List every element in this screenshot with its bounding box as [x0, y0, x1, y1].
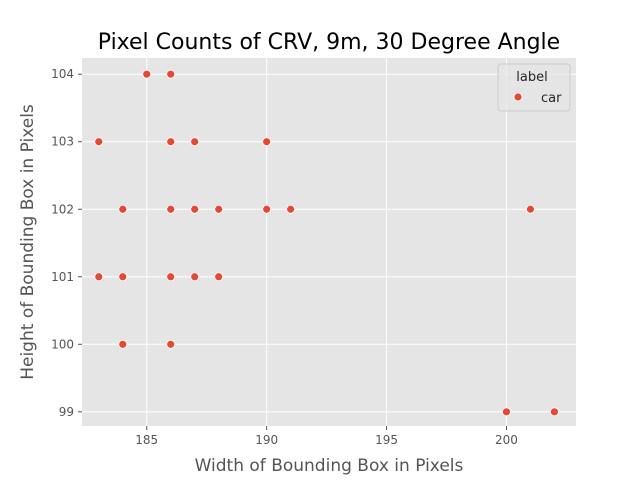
chart-title: Pixel Counts of CRV, 9m, 30 Degree Angle: [98, 30, 560, 55]
data-point: [118, 339, 128, 349]
plot-area: [82, 58, 576, 426]
y-tick-label: 99: [59, 405, 74, 419]
data-point: [166, 204, 176, 214]
data-point: [142, 69, 152, 79]
data-point: [118, 272, 128, 282]
data-point: [166, 69, 176, 79]
legend-title: label: [516, 70, 547, 85]
data-point: [94, 272, 104, 282]
data-point: [550, 407, 559, 417]
legend-marker-car: [513, 92, 523, 102]
data-point: [166, 339, 176, 349]
data-point: [262, 137, 272, 147]
data-point: [166, 272, 176, 282]
y-tick-label: 100: [51, 337, 74, 351]
y-axis-label: Height of Bounding Box in Pixels: [18, 104, 38, 380]
grid-lines: [82, 58, 576, 426]
data-point: [214, 204, 224, 214]
x-axis-label: Width of Bounding Box in Pixels: [195, 456, 464, 476]
data-point: [190, 272, 200, 282]
data-point: [214, 272, 224, 282]
data-point: [286, 204, 296, 214]
data-point: [118, 204, 128, 214]
data-points: [94, 69, 559, 417]
axis-ticks: 185 190 195 200 99 100 101 102 103 104: [51, 67, 518, 447]
y-tick-label: 103: [51, 135, 74, 149]
data-point: [190, 137, 200, 147]
data-point: [166, 137, 176, 147]
data-point: [526, 204, 535, 214]
y-tick-label: 102: [51, 202, 74, 216]
y-tick-label: 101: [51, 270, 74, 284]
data-point: [502, 407, 511, 417]
x-tick-label: 185: [135, 433, 158, 447]
data-point: [190, 204, 200, 214]
x-tick-label: 190: [255, 433, 278, 447]
legend-label-car: car: [541, 91, 562, 106]
data-point: [262, 204, 272, 214]
x-tick-label: 195: [375, 433, 398, 447]
y-tick-label: 104: [51, 67, 74, 81]
data-point: [94, 137, 104, 147]
legend: label car: [497, 63, 571, 112]
x-tick-label: 200: [495, 433, 518, 447]
